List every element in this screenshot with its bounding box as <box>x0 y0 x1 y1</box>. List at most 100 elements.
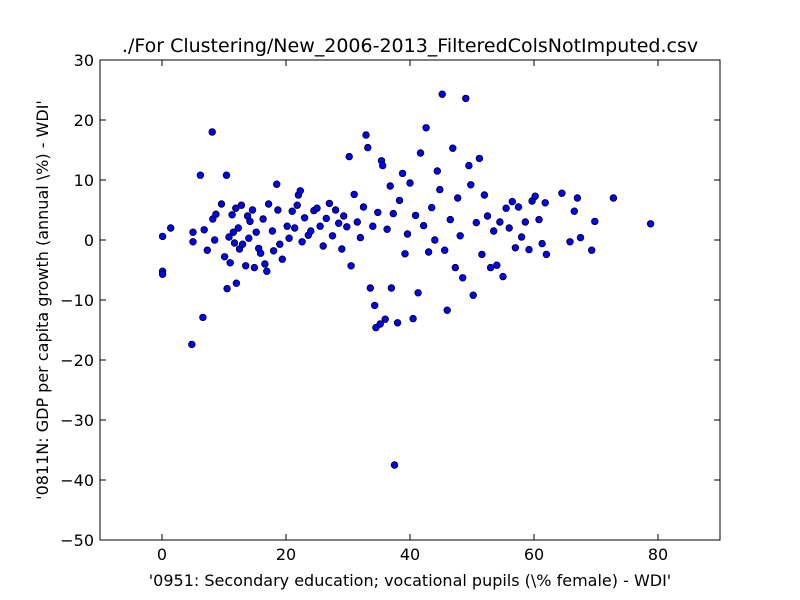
data-point <box>263 267 271 275</box>
data-point <box>531 192 539 200</box>
data-point <box>558 189 566 197</box>
data-point <box>319 242 327 250</box>
data-point <box>296 187 304 195</box>
data-point <box>212 210 220 218</box>
data-point <box>401 250 409 258</box>
data-point <box>288 207 296 215</box>
data-point <box>225 233 233 241</box>
data-point <box>316 222 324 230</box>
data-point <box>345 152 353 161</box>
data-point <box>414 289 422 297</box>
data-point <box>158 232 167 241</box>
y-tick-label: 10 <box>74 171 94 190</box>
data-point <box>298 238 306 246</box>
data-point <box>246 217 254 226</box>
data-point <box>383 225 391 233</box>
data-point <box>451 263 459 272</box>
data-point <box>535 215 543 224</box>
data-point <box>502 204 510 212</box>
data-point <box>340 212 348 220</box>
data-point <box>508 197 516 206</box>
data-point <box>496 218 504 226</box>
data-point <box>261 260 269 268</box>
x-tick-label: 40 <box>400 545 420 564</box>
data-point <box>462 94 470 103</box>
data-point <box>228 211 236 219</box>
y-tick-label: −50 <box>60 531 94 550</box>
data-point <box>226 259 234 267</box>
data-point <box>459 274 467 282</box>
y-tick-label: 20 <box>74 111 94 130</box>
data-point <box>276 240 284 248</box>
data-point <box>449 144 457 152</box>
data-point <box>331 206 340 214</box>
data-point <box>359 203 368 211</box>
data-point <box>525 245 533 254</box>
data-point <box>456 232 464 240</box>
data-point <box>576 233 585 242</box>
data-point <box>230 239 239 247</box>
data-point <box>475 154 484 163</box>
data-point <box>188 340 196 349</box>
data-point <box>505 224 513 232</box>
data-point <box>428 203 436 212</box>
data-point <box>419 221 428 230</box>
data-point <box>166 224 175 232</box>
data-point <box>338 245 346 253</box>
data-point <box>313 204 321 212</box>
data-point <box>386 182 394 190</box>
data-point <box>374 208 382 217</box>
data-point <box>203 246 211 254</box>
data-point <box>390 461 399 469</box>
data-point <box>273 180 281 188</box>
data-point <box>467 181 475 189</box>
data-point <box>307 227 315 235</box>
data-point <box>454 194 462 202</box>
data-point <box>268 227 277 235</box>
data-point <box>393 319 402 327</box>
data-point <box>591 217 599 226</box>
data-point <box>356 233 365 242</box>
x-tick-label: 80 <box>648 545 668 564</box>
data-point <box>480 191 489 199</box>
data-point <box>210 236 219 244</box>
data-point <box>511 244 520 252</box>
data-point <box>220 253 229 261</box>
data-point <box>493 261 501 269</box>
data-point <box>259 215 267 223</box>
data-point <box>478 250 486 259</box>
data-point <box>222 171 231 179</box>
data-point <box>469 291 477 299</box>
data-point <box>293 201 301 209</box>
data-point <box>416 149 425 157</box>
data-point <box>364 143 372 152</box>
data-point <box>499 272 507 281</box>
data-point <box>217 200 226 208</box>
data-point <box>223 284 231 293</box>
data-point <box>328 232 337 240</box>
data-point <box>362 131 370 139</box>
y-tick-label: 0 <box>84 231 94 250</box>
data-point <box>245 234 253 242</box>
data-point <box>237 201 246 209</box>
data-point <box>588 246 596 254</box>
data-point <box>274 206 282 214</box>
data-point <box>322 214 330 223</box>
data-point <box>541 199 549 207</box>
data-point <box>609 194 618 202</box>
points-layer <box>158 90 655 469</box>
x-tick-label: 20 <box>276 545 296 564</box>
data-point <box>431 236 439 244</box>
y-tick-label: −10 <box>60 291 94 310</box>
data-point <box>389 209 397 218</box>
data-point <box>472 218 480 227</box>
data-point <box>538 239 546 248</box>
data-point <box>189 228 197 236</box>
data-point <box>446 215 454 224</box>
data-point <box>398 169 407 178</box>
data-point <box>252 228 260 236</box>
y-axis-label: '0811N: GDP per capita growth (annual \%… <box>33 100 52 500</box>
data-point <box>325 199 334 208</box>
